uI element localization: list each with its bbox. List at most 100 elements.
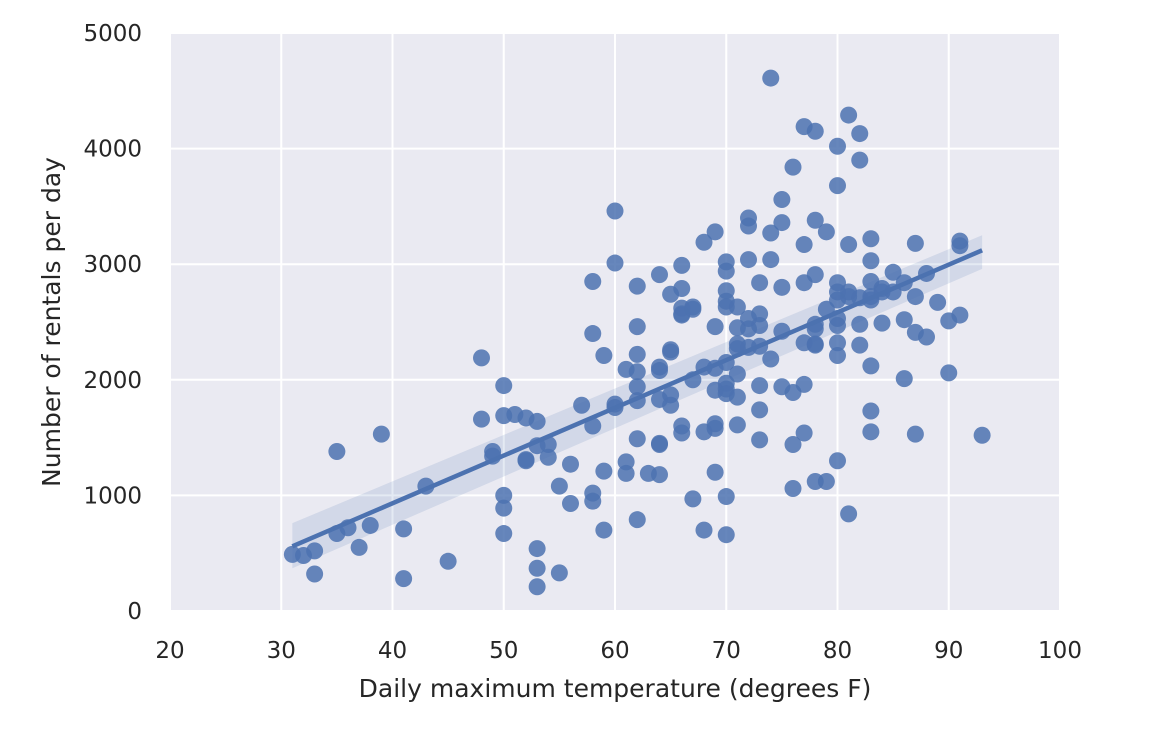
- y-tick-label: 2000: [83, 368, 142, 394]
- x-axis-title: Daily maximum temperature (degrees F): [359, 674, 872, 703]
- data-point: [906, 425, 924, 443]
- data-points: [283, 69, 991, 596]
- data-point: [862, 252, 880, 270]
- data-point: [306, 565, 324, 583]
- data-point: [740, 217, 757, 235]
- data-point: [595, 462, 613, 480]
- y-tick-label: 3000: [83, 252, 142, 278]
- data-point: [573, 396, 591, 414]
- data-point: [328, 442, 346, 460]
- data-point: [773, 190, 791, 208]
- data-point: [395, 520, 413, 538]
- data-point: [495, 377, 513, 395]
- data-point: [539, 448, 557, 466]
- data-point: [662, 396, 680, 414]
- x-tick-label: 70: [712, 638, 741, 664]
- x-tick-label: 80: [823, 638, 852, 664]
- data-point: [628, 511, 646, 529]
- data-point: [829, 177, 846, 195]
- data-point: [550, 477, 568, 495]
- y-tick-labels: 0 1000 2000 3000 4000 5000: [83, 21, 142, 625]
- data-point: [717, 488, 735, 506]
- data-point: [895, 311, 913, 329]
- data-point: [528, 559, 546, 577]
- data-point: [851, 336, 869, 354]
- data-point: [728, 388, 746, 406]
- data-point: [762, 251, 780, 269]
- data-point: [695, 521, 713, 539]
- data-point: [606, 202, 624, 220]
- data-point: [651, 466, 668, 484]
- data-point: [862, 402, 880, 420]
- data-point: [773, 278, 791, 296]
- data-point: [517, 452, 535, 470]
- data-point: [706, 419, 724, 437]
- data-point: [773, 214, 791, 232]
- data-point: [673, 279, 691, 297]
- y-tick-label: 4000: [83, 137, 142, 163]
- data-point: [673, 424, 691, 442]
- data-point: [350, 538, 368, 556]
- data-point: [584, 492, 602, 510]
- grid-lines: [169, 32, 1061, 612]
- data-point: [728, 365, 746, 383]
- data-point: [784, 158, 802, 176]
- data-point: [728, 298, 746, 316]
- data-point: [728, 416, 746, 434]
- data-point: [628, 430, 646, 448]
- x-tick-label: 50: [489, 638, 518, 664]
- data-point: [528, 412, 546, 430]
- data-point: [873, 314, 891, 332]
- data-point: [684, 300, 702, 318]
- y-axis-title: Number of rentals per day: [37, 157, 66, 487]
- data-point: [651, 362, 668, 380]
- data-point: [673, 256, 691, 274]
- data-point: [740, 251, 757, 269]
- data-point: [973, 426, 991, 444]
- data-point: [628, 363, 646, 381]
- data-point: [528, 540, 546, 558]
- data-point: [717, 526, 735, 544]
- data-point: [651, 266, 668, 284]
- x-tick-label: 90: [934, 638, 963, 664]
- data-point: [662, 343, 680, 361]
- data-point: [862, 423, 880, 441]
- data-point: [584, 273, 602, 291]
- data-point: [906, 234, 924, 252]
- data-point: [751, 377, 769, 395]
- data-point: [628, 378, 646, 396]
- data-point: [806, 211, 824, 229]
- data-point: [840, 505, 858, 523]
- data-point: [584, 417, 602, 435]
- data-point: [806, 336, 824, 354]
- x-tick-labels: 20 30 40 50 60 70 80 90 100: [155, 638, 1082, 664]
- data-point: [762, 69, 780, 87]
- data-point: [495, 499, 513, 517]
- data-point: [528, 578, 546, 596]
- data-point: [684, 490, 702, 508]
- y-tick-label: 5000: [83, 21, 142, 47]
- data-point: [829, 452, 846, 470]
- data-point: [372, 425, 390, 443]
- data-point: [628, 277, 646, 295]
- x-tick-label: 20: [155, 638, 184, 664]
- data-point: [795, 424, 813, 442]
- data-point: [951, 306, 969, 324]
- data-point: [751, 401, 769, 419]
- x-tick-label: 40: [378, 638, 407, 664]
- data-point: [851, 125, 869, 143]
- data-point: [651, 436, 668, 454]
- data-point: [918, 328, 935, 346]
- data-point: [495, 486, 513, 504]
- data-point: [706, 223, 724, 241]
- data-point: [751, 431, 769, 449]
- data-point: [784, 436, 802, 454]
- data-point: [550, 564, 568, 582]
- data-point: [795, 236, 813, 254]
- data-point: [439, 552, 457, 570]
- data-point: [806, 266, 824, 284]
- data-point: [495, 525, 513, 543]
- data-point: [595, 521, 613, 539]
- data-point: [706, 463, 724, 481]
